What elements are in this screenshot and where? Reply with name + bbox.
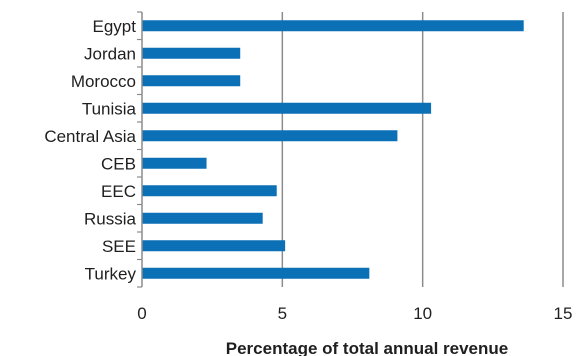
category-label: SEE — [102, 237, 136, 256]
category-label: Russia — [84, 209, 137, 228]
category-label: Egypt — [93, 17, 137, 36]
bar-tunisia — [142, 102, 432, 114]
category-label: Jordan — [84, 44, 136, 63]
category-label: EEC — [101, 182, 136, 201]
category-labels: Egypt Jordan Morocco Tunisia Central Asia CEB… — [44, 17, 136, 284]
bar-see — [142, 240, 286, 252]
bar-egypt — [142, 20, 524, 32]
grid-lines — [281, 12, 564, 287]
bar-eec — [142, 185, 277, 197]
bars — [142, 20, 524, 279]
bar-ceb — [142, 157, 207, 169]
x-axis-title: Percentage of total annual revenue — [226, 339, 508, 356]
bar-central-asia — [142, 130, 398, 142]
x-tick-label-15: 15 — [554, 304, 573, 323]
bar-russia — [142, 212, 263, 224]
bar-morocco — [142, 75, 241, 87]
x-tick-labels: 0 5 10 15 — [137, 304, 572, 323]
x-tick-label-5: 5 — [278, 304, 287, 323]
category-label: Turkey — [85, 264, 137, 283]
x-tick-label-10: 10 — [413, 304, 432, 323]
category-label: Morocco — [71, 72, 136, 91]
category-label: Central Asia — [44, 127, 136, 146]
axes — [137, 11, 143, 288]
bar-jordan — [142, 47, 241, 59]
category-label: CEB — [101, 154, 136, 173]
x-tick-label-0: 0 — [137, 304, 146, 323]
bar-turkey — [142, 267, 370, 279]
category-label: Tunisia — [82, 99, 137, 118]
